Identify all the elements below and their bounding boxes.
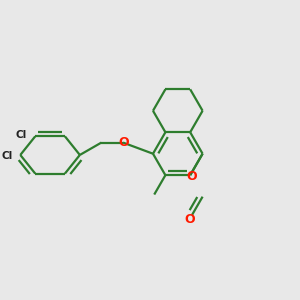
Text: Cl: Cl bbox=[1, 151, 12, 161]
Text: O: O bbox=[186, 170, 197, 183]
Text: O: O bbox=[118, 136, 129, 148]
Text: Cl: Cl bbox=[16, 130, 27, 140]
Text: O: O bbox=[184, 213, 195, 226]
